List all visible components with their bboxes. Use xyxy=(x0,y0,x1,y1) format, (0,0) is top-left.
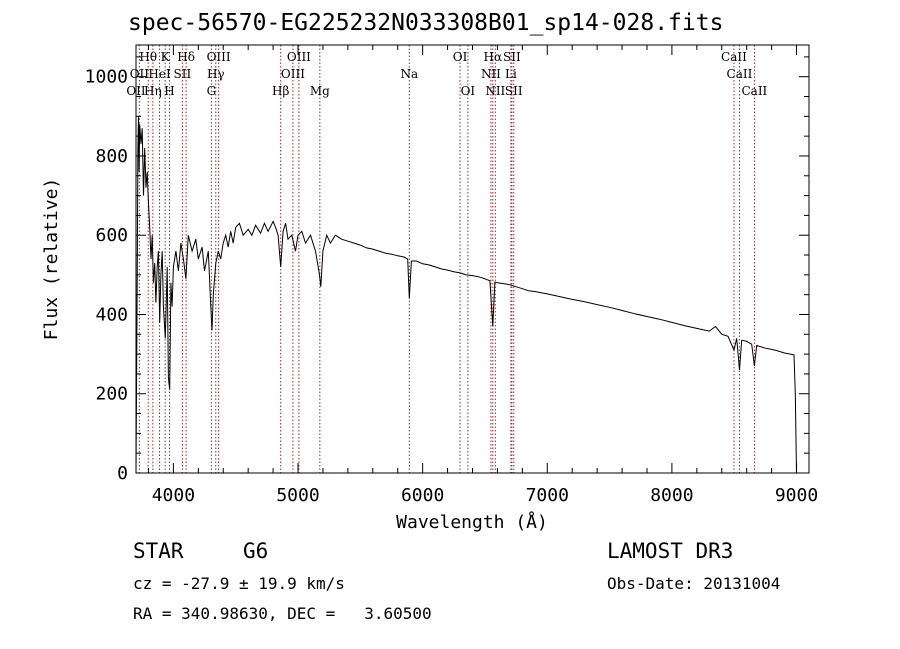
line-marker-label: OII xyxy=(130,67,150,81)
line-marker-label: OIII xyxy=(207,50,231,64)
line-marker-label: OI xyxy=(453,50,468,64)
line-markers xyxy=(135,45,755,473)
line-marker-label: OIII xyxy=(281,67,305,81)
line-marker-label: Li xyxy=(505,67,517,81)
x-tick-label: 4000 xyxy=(152,485,195,506)
line-marker-label: NII xyxy=(485,84,505,98)
line-marker-label: SII xyxy=(505,84,523,98)
survey-name: LAMOST DR3 xyxy=(607,539,734,563)
line-marker-label: Hθ xyxy=(139,50,157,64)
observation-date: Obs-Date: 20131004 xyxy=(607,574,781,593)
line-marker-label: Hα xyxy=(484,50,503,64)
object-class: STAR xyxy=(133,539,184,563)
redshift-cz: cz = -27.9 ± 19.9 km/s xyxy=(133,574,345,593)
y-tick-label: 800 xyxy=(95,146,128,167)
line-marker-label: CaII xyxy=(741,84,767,98)
line-marker-label: K xyxy=(161,50,171,64)
line-marker-label: G xyxy=(207,84,217,98)
y-tick-label: 1000 xyxy=(85,67,128,88)
line-marker-label: SII xyxy=(174,67,192,81)
line-marker-label: Hγ xyxy=(207,67,225,81)
line-marker-label: CaII xyxy=(721,50,747,64)
line-marker-label: NII xyxy=(481,67,501,81)
y-tick-label: 0 xyxy=(117,463,128,484)
y-tick-label: 200 xyxy=(95,384,128,405)
line-marker-label: Hδ xyxy=(177,50,195,64)
x-axis-label: Wavelength (Å) xyxy=(396,511,548,533)
x-tick-label: 6000 xyxy=(401,485,444,506)
object-subclass: G6 xyxy=(243,539,269,563)
chart-title: spec-56570-EG225232N033308B01_sp14-028.f… xyxy=(128,10,724,36)
y-tick-label: 600 xyxy=(95,225,128,246)
line-marker-label: HeI xyxy=(148,67,171,81)
line-marker-label: Mg xyxy=(310,84,330,98)
y-tick-label: 400 xyxy=(95,304,128,325)
x-tick-label: 9000 xyxy=(775,485,818,506)
line-marker-label: Hη xyxy=(144,84,162,98)
line-marker-label: OIII xyxy=(287,50,311,64)
line-marker-label: H xyxy=(164,84,174,98)
line-marker-label: Hβ xyxy=(272,84,289,98)
x-axis-ticks: 4000 5000 6000 7000 8000 9000 xyxy=(147,45,818,506)
x-tick-label: 8000 xyxy=(650,485,693,506)
y-axis-label: Flux (relative) xyxy=(41,178,62,341)
line-marker-label: SII xyxy=(503,50,521,64)
ra-dec: RA = 340.98630, DEC = 3.60500 xyxy=(133,604,432,623)
x-tick-label: 7000 xyxy=(526,485,569,506)
line-marker-label: Na xyxy=(400,67,418,81)
line-marker-label: OI xyxy=(461,84,476,98)
line-marker-label: CaII xyxy=(727,67,753,81)
y-axis-ticks: 0 200 400 600 800 1000 xyxy=(85,56,809,484)
x-tick-label: 5000 xyxy=(276,485,319,506)
flux-series-line xyxy=(135,116,797,474)
plot-frame xyxy=(135,44,810,474)
